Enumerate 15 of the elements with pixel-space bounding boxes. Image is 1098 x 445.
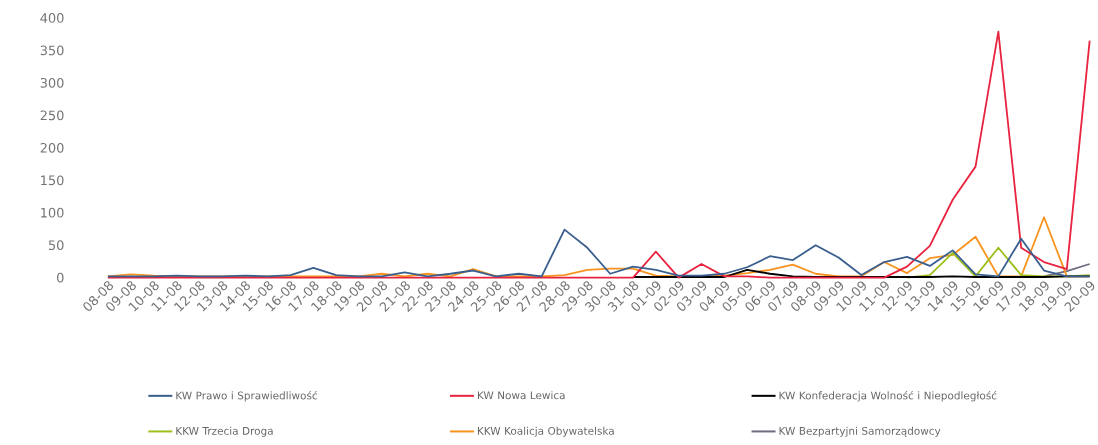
legend-label: KKW Trzecia Droga [176, 426, 273, 437]
legend-label: KW Bezpartyjni Samorządowcy [779, 426, 941, 437]
y-tick-label: 400 [40, 12, 64, 23]
y-tick-label: 0 [57, 272, 64, 283]
legend-label: KKW Koalicja Obywatelska [477, 426, 614, 437]
y-tick-label: 250 [40, 110, 64, 121]
legend-label: KW Nowa Lewica [477, 390, 565, 399]
legend-label: KW Konfederacja Wolność i Niepodległość [779, 390, 997, 402]
y-tick-label: 50 [48, 240, 64, 250]
y-tick-label: 100 [41, 207, 64, 218]
y-tick-label: 300 [40, 77, 64, 88]
y-tick-label: 150 [41, 175, 64, 185]
y-tick-label: 200 [40, 142, 64, 153]
legend-label: KW Prawo i Sprawiedliwość [176, 390, 317, 402]
y-tick-label: 350 [40, 45, 64, 56]
